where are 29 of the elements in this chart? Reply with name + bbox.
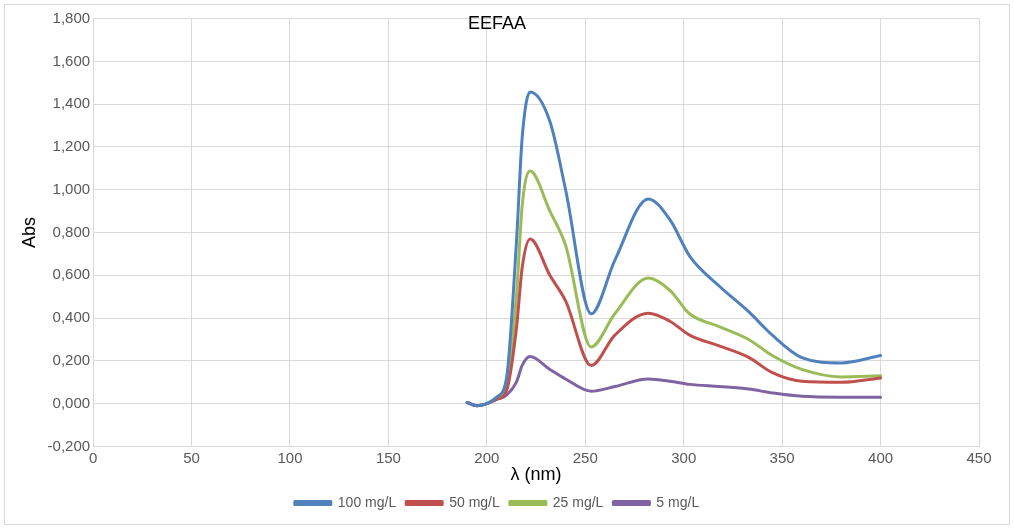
y-tick-label: 1,400 (52, 94, 91, 112)
y-tick-label: 0,000 (52, 393, 91, 411)
y-tick-label: 1,000 (52, 179, 91, 197)
x-tick-label: 350 (769, 448, 795, 466)
x-tick-label: 300 (671, 448, 697, 466)
y-tick-label: 0,400 (52, 308, 91, 326)
x-tick-label: 0 (88, 448, 98, 466)
x-tick-label: 200 (474, 448, 500, 466)
x-tick-label: 50 (183, 448, 200, 466)
y-tick-label: 1,600 (52, 51, 91, 69)
legend-label: 50 mg/L (449, 493, 500, 510)
x-tick-label: 450 (966, 448, 992, 466)
y-tick-label: 0,200 (52, 350, 91, 368)
line-series (465, 90, 883, 408)
y-tick-label: 0,800 (52, 222, 91, 240)
x-tick-label: 100 (277, 448, 303, 466)
legend-label: 5 mg/L (656, 493, 700, 510)
x-tick-label: 250 (572, 448, 598, 466)
legend-label: 25 mg/L (552, 493, 604, 510)
x-tick-label: 400 (868, 448, 894, 466)
y-tick-label: 1,800 (52, 8, 91, 26)
y-tick-label: -0,200 (47, 436, 91, 454)
chart-title: EEFAA (467, 12, 527, 33)
y-axis-title: Abs (18, 216, 39, 249)
x-axis-title: λ (nm) (510, 464, 562, 485)
legend-label: 100 mg/L (337, 493, 397, 510)
x-tick-label: 150 (375, 448, 401, 466)
y-tick-label: 0,600 (52, 265, 91, 283)
y-tick-label: 1,200 (52, 137, 91, 155)
